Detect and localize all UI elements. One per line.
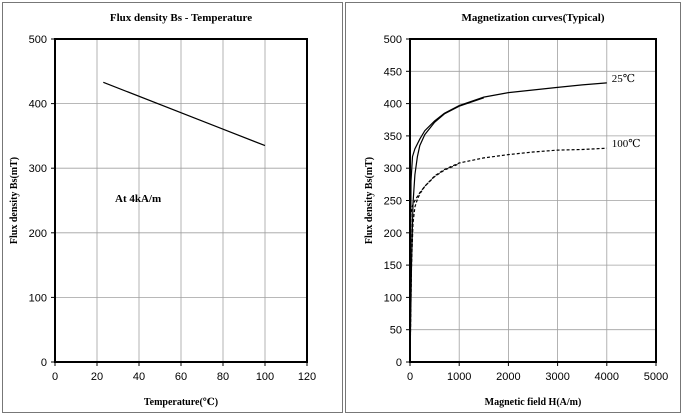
y-tick-label: 450 (384, 66, 402, 78)
y-tick-label: 0 (41, 357, 47, 369)
series-label-bg (608, 137, 639, 151)
x-tick-label: 80 (217, 371, 229, 383)
y-tick-label: 500 (384, 34, 402, 46)
x-axis-label: Temperature(℃) (144, 397, 218, 408)
x-axis-label: Magnetic field H(A/m) (485, 397, 582, 408)
y-tick-label: 200 (384, 228, 402, 240)
x-tick-label: 120 (298, 371, 316, 383)
series-label-bg (608, 71, 639, 85)
chart-title: Flux density Bs - Temperature (110, 12, 252, 24)
chart-title: Magnetization curves(Typical) (461, 12, 604, 24)
x-tick-label: 2000 (496, 371, 520, 383)
x-tick-label: 1000 (447, 371, 471, 383)
y-tick-label: 250 (384, 196, 402, 208)
y-tick-label: 100 (384, 292, 402, 304)
x-tick-label: 4000 (595, 371, 619, 383)
x-tick-label: 20 (91, 371, 103, 383)
y-tick-label: 350 (384, 131, 402, 143)
x-tick-label: 100 (256, 371, 274, 383)
x-tick-label: 0 (407, 371, 413, 383)
x-tick-label: 0 (52, 371, 58, 383)
y-tick-label: 400 (29, 99, 47, 111)
series-label: 100℃ (612, 138, 641, 150)
magnetization-chart: Magnetization curves(Typical)0 1000 2000 30… (364, 12, 668, 408)
bs-temperature-chart: Flux density Bs - Temperature 0 20 40 60 80 10… (9, 12, 316, 408)
y-tick-label: 150 (384, 260, 402, 272)
series-label: 25℃ (612, 73, 635, 85)
y-axis-label: Flux density Bs(mT) (364, 157, 375, 244)
series-line-100-b (409, 163, 460, 363)
series-line-bs (103, 81, 266, 147)
y-tick-label: 0 (396, 357, 402, 369)
chart-panel-temperature: Flux density Bs - Temperature 0 20 40 60 80 10… (2, 2, 343, 413)
annotation-text: At 4kA/m (115, 193, 161, 205)
y-tick-label: 300 (29, 163, 47, 175)
x-tick-label: 5000 (644, 371, 668, 383)
series-line-100-a (409, 147, 607, 363)
x-tick-label: 3000 (545, 371, 569, 383)
y-tick-label: 400 (384, 99, 402, 111)
y-tick-label: 50 (390, 325, 402, 337)
y-tick-label: 200 (29, 228, 47, 240)
x-tick-label: 60 (175, 371, 187, 383)
x-tick-label: 40 (133, 371, 145, 383)
y-tick-label: 500 (29, 34, 47, 46)
y-axis-label: Flux density Bs(mT) (9, 157, 20, 244)
y-tick-label: 300 (384, 163, 402, 175)
y-tick-label: 100 (29, 292, 47, 304)
chart-panel-magnetization: Magnetization curves(Typical) 0 1000 2000 30… (345, 2, 681, 413)
